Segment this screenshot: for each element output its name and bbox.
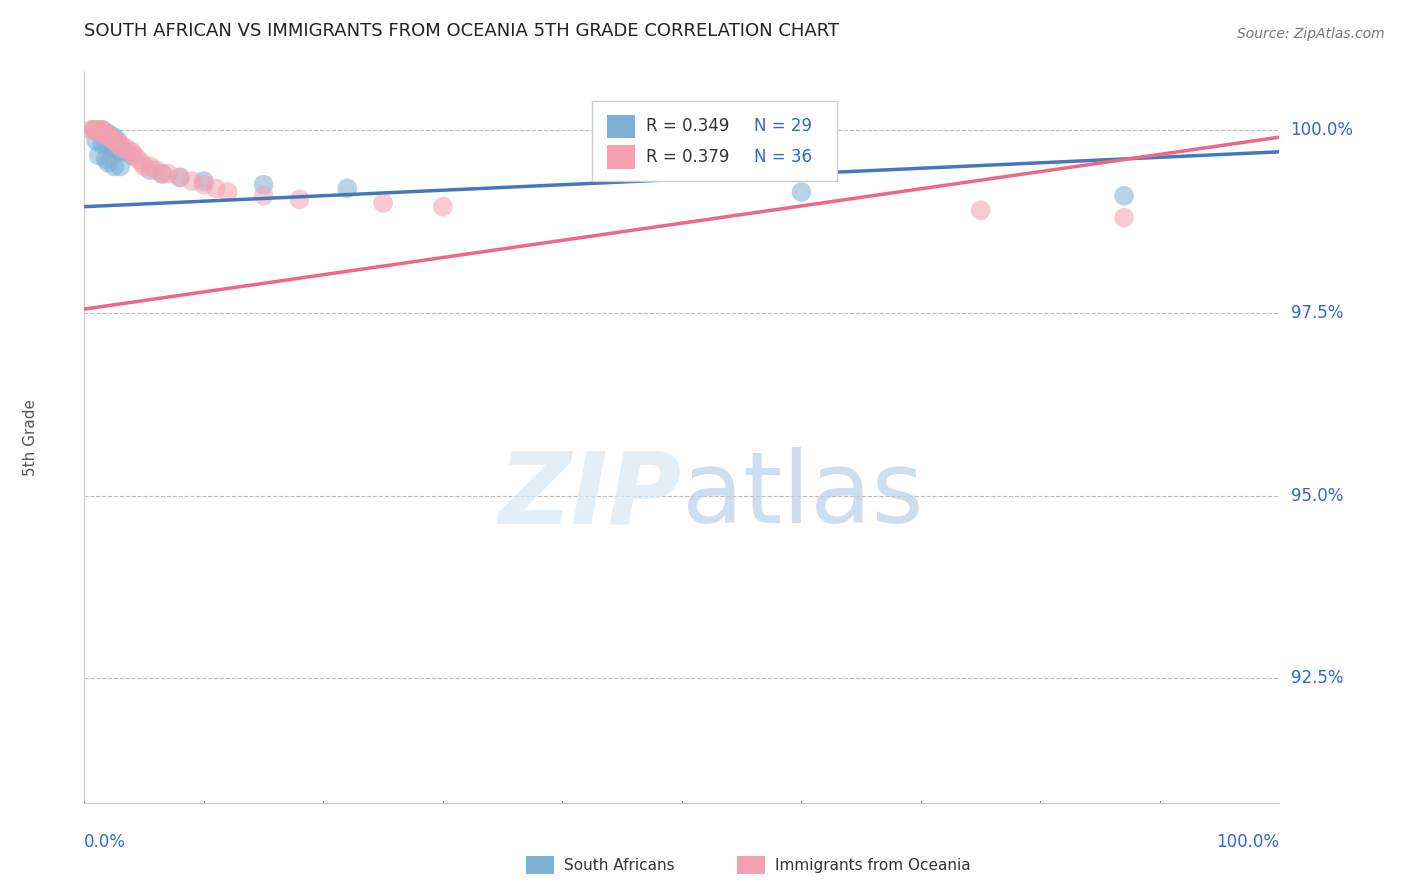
Point bbox=[139, 163, 162, 178]
Text: South Africans: South Africans bbox=[564, 858, 675, 872]
Point bbox=[193, 178, 215, 192]
Point bbox=[193, 174, 215, 188]
Point bbox=[124, 148, 146, 162]
Point bbox=[180, 174, 202, 188]
Point bbox=[103, 160, 125, 174]
Point bbox=[100, 141, 122, 155]
Point bbox=[115, 145, 138, 159]
Point bbox=[87, 123, 110, 137]
Point bbox=[790, 185, 813, 199]
Point bbox=[1112, 211, 1135, 225]
Point bbox=[100, 130, 122, 145]
Point bbox=[97, 155, 120, 169]
FancyBboxPatch shape bbox=[606, 114, 636, 138]
Text: atlas: atlas bbox=[682, 447, 924, 544]
Text: 100.0%: 100.0% bbox=[1216, 833, 1279, 851]
Point bbox=[91, 137, 114, 152]
FancyBboxPatch shape bbox=[592, 101, 837, 181]
Point bbox=[253, 188, 276, 202]
Point bbox=[107, 134, 129, 148]
Point bbox=[169, 170, 191, 185]
Point bbox=[103, 134, 125, 148]
Text: ZIP: ZIP bbox=[499, 447, 682, 544]
Point bbox=[253, 178, 276, 192]
Point bbox=[91, 127, 114, 141]
Point bbox=[97, 127, 120, 141]
Point bbox=[1112, 188, 1135, 202]
Point bbox=[432, 200, 454, 214]
Text: 92.5%: 92.5% bbox=[1291, 670, 1343, 688]
Point bbox=[79, 123, 101, 137]
Point bbox=[87, 148, 110, 162]
Point bbox=[103, 130, 125, 145]
Point bbox=[84, 123, 107, 137]
Point bbox=[110, 137, 132, 152]
Text: Source: ZipAtlas.com: Source: ZipAtlas.com bbox=[1237, 27, 1385, 41]
Point bbox=[371, 196, 394, 211]
Text: 100.0%: 100.0% bbox=[1291, 121, 1354, 139]
Point bbox=[288, 193, 311, 207]
Point bbox=[139, 160, 162, 174]
Point bbox=[111, 141, 134, 155]
Text: 95.0%: 95.0% bbox=[1291, 487, 1343, 505]
Point bbox=[103, 141, 125, 155]
Point bbox=[131, 155, 153, 169]
Point bbox=[217, 185, 239, 199]
Point bbox=[100, 130, 122, 145]
Point bbox=[87, 123, 110, 137]
Point bbox=[121, 145, 143, 159]
Text: 97.5%: 97.5% bbox=[1291, 304, 1343, 322]
Point bbox=[150, 167, 173, 181]
Point bbox=[83, 123, 105, 137]
Point bbox=[91, 123, 114, 137]
Point bbox=[110, 160, 132, 174]
Point bbox=[84, 134, 107, 148]
Point bbox=[94, 127, 117, 141]
FancyBboxPatch shape bbox=[606, 145, 636, 169]
Point bbox=[145, 163, 167, 178]
Point bbox=[970, 203, 993, 218]
Point bbox=[97, 130, 120, 145]
Point bbox=[94, 127, 117, 141]
Point bbox=[94, 152, 117, 166]
Point bbox=[169, 170, 191, 185]
Text: 5th Grade: 5th Grade bbox=[22, 399, 38, 475]
Point bbox=[115, 141, 138, 155]
Point bbox=[118, 145, 141, 159]
Point bbox=[107, 137, 129, 152]
Text: 0.0%: 0.0% bbox=[84, 833, 127, 851]
Text: N = 36: N = 36 bbox=[754, 148, 811, 166]
Point bbox=[121, 148, 143, 162]
Point bbox=[205, 181, 228, 195]
Point bbox=[132, 160, 156, 174]
Text: R = 0.379: R = 0.379 bbox=[647, 148, 730, 166]
Point bbox=[150, 167, 173, 181]
Point bbox=[83, 123, 105, 137]
Text: N = 29: N = 29 bbox=[754, 117, 811, 136]
Point bbox=[91, 123, 114, 137]
Text: SOUTH AFRICAN VS IMMIGRANTS FROM OCEANIA 5TH GRADE CORRELATION CHART: SOUTH AFRICAN VS IMMIGRANTS FROM OCEANIA… bbox=[84, 22, 839, 40]
Point bbox=[103, 134, 125, 148]
Text: R = 0.349: R = 0.349 bbox=[647, 117, 730, 136]
Point bbox=[94, 137, 117, 152]
Point bbox=[157, 167, 180, 181]
Point bbox=[110, 145, 132, 159]
Point bbox=[127, 152, 149, 166]
Point bbox=[336, 181, 359, 195]
Text: Immigrants from Oceania: Immigrants from Oceania bbox=[775, 858, 970, 872]
